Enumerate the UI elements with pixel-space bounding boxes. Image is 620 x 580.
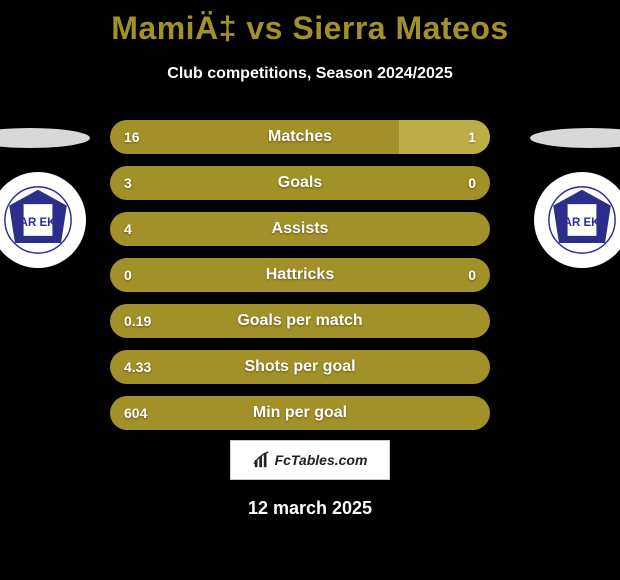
- player-slot-right: [530, 128, 620, 148]
- subtitle: Club competitions, Season 2024/2025: [0, 65, 620, 83]
- stat-row-goals-per-match: 0.19Goals per match: [110, 304, 490, 338]
- club-badge-icon: VAR EKS: [546, 184, 618, 256]
- team-logo-left: VAR EKS: [0, 172, 86, 268]
- stat-row-hattricks: 00Hattricks: [110, 258, 490, 292]
- team-logo-right: VAR EKS: [534, 172, 620, 268]
- stat-row-min-per-goal: 604Min per goal: [110, 396, 490, 430]
- brand-text: FcTables.com: [275, 452, 368, 468]
- brand-watermark: FcTables.com: [230, 440, 390, 480]
- comparison-bars: 161Matches 30Goals 4Assists 00Hattricks 0.19…: [110, 120, 490, 442]
- stat-label: Shots per goal: [110, 350, 490, 384]
- page-title: MamiÄ‡ vs Sierra Mateos: [0, 0, 620, 47]
- stat-row-matches: 161Matches: [110, 120, 490, 154]
- club-badge-icon: VAR EKS: [2, 184, 74, 256]
- svg-text:VAR EKS: VAR EKS: [13, 217, 64, 229]
- stat-row-assists: 4Assists: [110, 212, 490, 246]
- stat-label: Matches: [110, 120, 490, 154]
- stat-label: Hattricks: [110, 258, 490, 292]
- svg-text:VAR EKS: VAR EKS: [557, 217, 608, 229]
- stat-label: Assists: [110, 212, 490, 246]
- player-slot-left: [0, 128, 90, 148]
- stat-label: Goals per match: [110, 304, 490, 338]
- bar-chart-icon: [253, 451, 271, 469]
- stat-label: Goals: [110, 166, 490, 200]
- stat-row-shots-per-goal: 4.33Shots per goal: [110, 350, 490, 384]
- stat-label: Min per goal: [110, 396, 490, 430]
- footer-date: 12 march 2025: [0, 498, 620, 519]
- stat-row-goals: 30Goals: [110, 166, 490, 200]
